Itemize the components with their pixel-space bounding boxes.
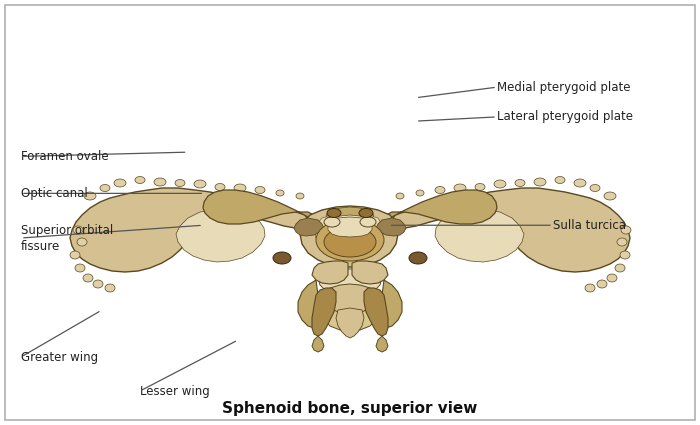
Polygon shape [376, 336, 388, 352]
Polygon shape [380, 280, 402, 328]
Ellipse shape [621, 226, 631, 234]
Ellipse shape [114, 179, 126, 187]
Ellipse shape [409, 252, 427, 264]
Text: Lesser wing: Lesser wing [140, 385, 210, 397]
Polygon shape [314, 212, 384, 254]
Ellipse shape [607, 274, 617, 282]
Polygon shape [294, 218, 324, 236]
Text: Lateral pterygoid plate: Lateral pterygoid plate [497, 110, 633, 123]
Ellipse shape [360, 217, 376, 227]
Polygon shape [364, 288, 388, 336]
Polygon shape [388, 190, 497, 224]
Polygon shape [300, 206, 398, 267]
Text: Superior orbital
fissure: Superior orbital fissure [21, 224, 113, 252]
Ellipse shape [105, 284, 115, 292]
Ellipse shape [100, 184, 110, 192]
Polygon shape [312, 261, 348, 284]
Ellipse shape [515, 179, 525, 187]
Ellipse shape [617, 238, 627, 246]
Ellipse shape [555, 176, 565, 184]
FancyBboxPatch shape [5, 5, 695, 420]
Polygon shape [312, 288, 336, 336]
Ellipse shape [574, 179, 586, 187]
Ellipse shape [135, 176, 145, 184]
Ellipse shape [83, 274, 93, 282]
Ellipse shape [534, 178, 546, 186]
Text: Sulla turcica: Sulla turcica [553, 219, 626, 232]
Polygon shape [336, 308, 364, 338]
Ellipse shape [454, 184, 466, 192]
Ellipse shape [70, 251, 80, 259]
Polygon shape [328, 284, 372, 315]
Ellipse shape [585, 284, 595, 292]
Polygon shape [312, 336, 324, 352]
Text: Sphenoid bone, superior view: Sphenoid bone, superior view [223, 400, 477, 416]
Ellipse shape [494, 180, 506, 188]
Text: Optic canal: Optic canal [21, 187, 88, 200]
Polygon shape [376, 218, 406, 236]
Ellipse shape [154, 178, 166, 186]
Polygon shape [298, 280, 320, 328]
Polygon shape [435, 210, 524, 262]
Ellipse shape [273, 252, 291, 264]
Text: Greater wing: Greater wing [21, 351, 98, 363]
Ellipse shape [416, 190, 424, 196]
Ellipse shape [75, 264, 85, 272]
Text: Medial pterygoid plate: Medial pterygoid plate [497, 81, 631, 94]
Ellipse shape [234, 184, 246, 192]
Ellipse shape [597, 280, 607, 288]
Ellipse shape [93, 280, 103, 288]
Ellipse shape [255, 187, 265, 193]
Ellipse shape [84, 192, 96, 200]
Polygon shape [322, 306, 378, 332]
Polygon shape [70, 188, 310, 272]
Text: Foramen ovale: Foramen ovale [21, 150, 108, 163]
Ellipse shape [359, 209, 373, 218]
Polygon shape [390, 188, 630, 272]
Ellipse shape [276, 190, 284, 196]
Ellipse shape [620, 251, 630, 259]
Ellipse shape [475, 184, 485, 190]
Ellipse shape [324, 227, 376, 257]
Ellipse shape [590, 184, 600, 192]
Ellipse shape [604, 192, 616, 200]
Polygon shape [318, 265, 382, 294]
Polygon shape [176, 210, 265, 262]
Ellipse shape [316, 219, 384, 261]
Polygon shape [352, 261, 388, 284]
Ellipse shape [327, 209, 341, 218]
Ellipse shape [175, 179, 185, 187]
Polygon shape [328, 217, 372, 237]
Ellipse shape [324, 217, 340, 227]
Polygon shape [203, 190, 312, 224]
Ellipse shape [73, 226, 83, 234]
Ellipse shape [194, 180, 206, 188]
Ellipse shape [396, 193, 404, 199]
Ellipse shape [215, 184, 225, 190]
Polygon shape [326, 207, 374, 218]
Ellipse shape [296, 193, 304, 199]
Ellipse shape [615, 264, 625, 272]
Ellipse shape [435, 187, 445, 193]
Ellipse shape [77, 238, 87, 246]
